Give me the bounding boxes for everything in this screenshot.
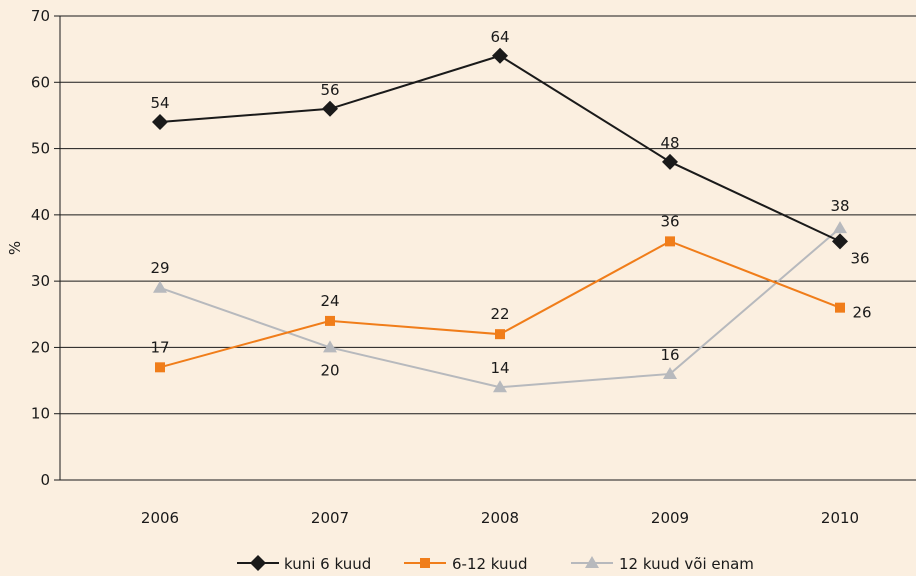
data-point-0-1: [322, 100, 338, 117]
data-point-0-2: [492, 47, 508, 64]
y-tick-label: 70: [31, 7, 50, 25]
y-tick-label: 60: [31, 73, 50, 91]
data-point-2-1: [323, 340, 337, 353]
data-point-1-2: [495, 329, 505, 340]
data-point-1-4: [835, 302, 845, 313]
data-point-2-4: [833, 221, 847, 234]
data-label: 14: [490, 359, 509, 377]
legend-label: kuni 6 kuud: [284, 555, 371, 573]
axes: [54, 15, 916, 481]
data-point-2-2: [493, 380, 507, 393]
legend-label: 12 kuud või enam: [619, 555, 754, 573]
data-label: 16: [660, 346, 679, 364]
data-point-1-0: [155, 362, 165, 373]
data-point-2-0: [153, 280, 167, 293]
data-label: 22: [490, 305, 509, 323]
x-tick-label: 2009: [651, 509, 689, 527]
x-tick-label: 2007: [311, 509, 349, 527]
legend-item-1: 6-12 kuud: [404, 555, 528, 573]
y-tick-label: 0: [40, 471, 50, 489]
data-label: 29: [150, 259, 169, 277]
series-1: [155, 236, 845, 373]
y-tick-label: 20: [31, 338, 50, 356]
y-axis-label: %: [6, 241, 24, 255]
x-tick-label: 2010: [821, 509, 859, 527]
legend-marker: [250, 555, 266, 571]
legend-item-0: kuni 6 kuud: [237, 555, 371, 573]
data-point-0-3: [662, 153, 678, 170]
data-label: 24: [320, 292, 339, 310]
data-point-0-4: [832, 233, 848, 250]
data-label: 56: [320, 81, 339, 99]
data-label: 64: [490, 28, 509, 46]
data-label: 17: [150, 338, 169, 356]
grid-lines: [60, 15, 916, 415]
data-point-0-0: [152, 114, 168, 131]
x-tick-label: 2008: [481, 509, 519, 527]
data-label: 26: [852, 304, 871, 322]
data-label: 36: [850, 249, 869, 267]
data-label: 20: [320, 361, 339, 379]
legend-label: 6-12 kuud: [452, 555, 528, 573]
data-labels: 54 56 64 48 36 17 24 22 36 26 29 20 14 16 38: [150, 28, 871, 380]
y-tick-label: 40: [31, 206, 50, 224]
series-0: [152, 47, 848, 250]
series-2: [153, 221, 847, 393]
data-label: 36: [660, 212, 679, 230]
x-tick-label: 2006: [141, 509, 179, 527]
legend-marker: [585, 556, 599, 568]
y-tick-label: 10: [31, 405, 50, 423]
data-label: 38: [830, 197, 849, 215]
x-tick-labels: 2006 2007 2008 2009 2010: [141, 509, 859, 527]
data-point-1-1: [325, 315, 335, 326]
data-point-2-3: [663, 366, 677, 379]
legend-marker: [420, 558, 430, 568]
y-tick-label: 50: [31, 140, 50, 158]
legend: kuni 6 kuud 6-12 kuud 12 kuud või enam: [237, 555, 754, 573]
series-group: [152, 47, 848, 393]
data-point-1-3: [665, 236, 675, 247]
legend-item-2: 12 kuud või enam: [571, 555, 754, 573]
y-tick-label: 30: [31, 272, 50, 290]
y-tick-labels: 0 10 20 30 40 50 60 70: [31, 7, 50, 489]
data-label: 48: [660, 134, 679, 152]
data-label: 54: [150, 94, 169, 112]
